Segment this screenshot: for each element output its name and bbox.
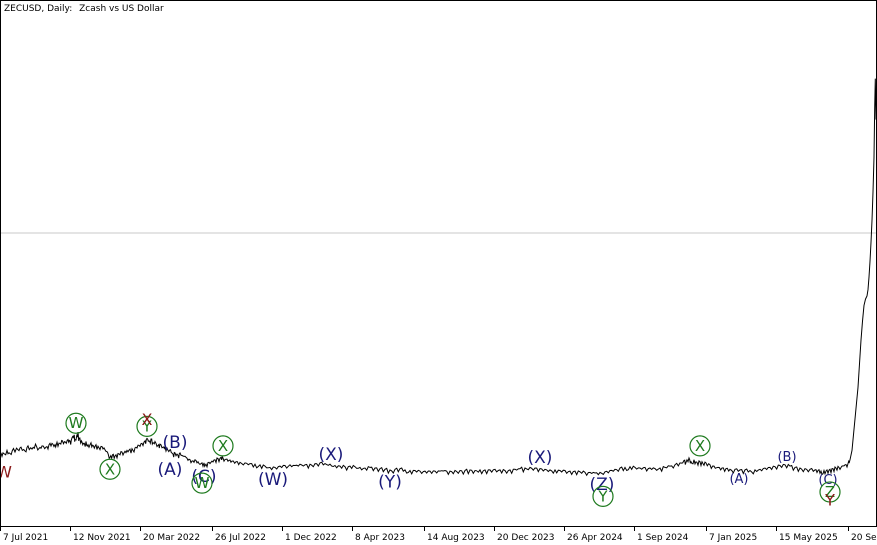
- wave-label-text: X: [142, 410, 153, 429]
- wave-circle: [136, 415, 158, 437]
- x-tick-label: 26 Apr 2024: [567, 533, 623, 543]
- wave-circle: [592, 485, 614, 507]
- wave-label-text: W: [195, 474, 210, 492]
- x-tick-label: 20 Dec 2023: [497, 533, 555, 543]
- wave-label-y: Y: [824, 491, 835, 510]
- wave-label-text: (B): [777, 450, 796, 465]
- wave-label-a: (A): [158, 460, 183, 480]
- x-tick-label: 1 Dec 2022: [285, 533, 337, 543]
- x-tick-label: 20 Sep: [851, 533, 877, 543]
- wave-label-w: W: [0, 462, 12, 481]
- wave-label-text: X: [105, 460, 115, 478]
- x-tick-label: 1 Sep 2024: [637, 533, 689, 543]
- wave-label-text: W: [69, 414, 84, 432]
- wave-label-x: (X): [528, 448, 553, 468]
- wave-label-x-circle: X: [99, 458, 121, 480]
- wave-label-text: (Y): [378, 473, 402, 493]
- wave-label-text: Y: [597, 487, 608, 505]
- wave-circle: [65, 412, 87, 434]
- x-tick-label: 7 Jul 2021: [3, 533, 48, 543]
- x-tick-label: 14 Aug 2023: [427, 533, 485, 543]
- wave-label-text: (B): [163, 433, 188, 453]
- x-tick-label: 12 Nov 2021: [73, 533, 131, 543]
- wave-label-text: Y: [824, 491, 835, 510]
- wave-label-x-circle: X: [212, 435, 234, 457]
- price-line: [0, 78, 877, 477]
- x-tick-label: 20 Mar 2022: [143, 533, 200, 543]
- wave-label-text: Z: [825, 483, 835, 501]
- price-series: [0, 78, 877, 477]
- x-tick-label: 15 May 2025: [779, 533, 838, 543]
- wave-circle: [819, 481, 841, 503]
- wave-label-w-circle: W: [65, 412, 87, 434]
- wave-label-w-circle: W: [191, 472, 213, 494]
- chart-title: ZECUSD, Daily: Zcash vs US Dollar: [4, 4, 164, 14]
- wave-label-text: W: [0, 462, 12, 481]
- wave-label-b: (B): [777, 450, 796, 465]
- x-axis: 7 Jul 2021 12 Nov 2021 20 Mar 2022 26 Jul 2…: [0, 527, 877, 543]
- wave-label-c: (C): [191, 467, 216, 487]
- wave-label-text: X: [695, 437, 705, 455]
- x-tick-label: 7 Jan 2025: [709, 533, 757, 543]
- wave-label-text: (A): [158, 460, 183, 480]
- wave-circle: [191, 472, 213, 494]
- x-tick-label: 26 Jul 2022: [215, 533, 266, 543]
- wave-label-z-circle: Z: [819, 481, 841, 503]
- wave-label-text: (X): [319, 445, 344, 465]
- wave-label-w: (W): [258, 470, 288, 490]
- wave-label-y-circle: Y: [592, 485, 614, 507]
- wave-label-text: (X): [528, 448, 553, 468]
- wave-circle: [212, 435, 234, 457]
- wave-label-x: (X): [319, 445, 344, 465]
- wave-label-a: (A): [729, 472, 748, 487]
- wave-label-b: (B): [163, 433, 188, 453]
- wave-label-y-circle: Y: [136, 415, 158, 437]
- wave-label-x-circle: X: [689, 435, 711, 457]
- wave-label-text: (A): [729, 472, 748, 487]
- timeframe-label: Daily:: [47, 4, 72, 14]
- wave-label-text: X: [218, 437, 228, 455]
- symbol-label: ZECUSD: [4, 4, 41, 14]
- wave-label-text: (W): [258, 470, 288, 490]
- wave-label-text: (C): [191, 467, 216, 487]
- x-tick-label: 8 Apr 2023: [355, 533, 405, 543]
- wave-circle: [99, 458, 121, 480]
- description-label: Zcash vs US Dollar: [79, 4, 164, 14]
- wave-circle: [689, 435, 711, 457]
- wave-label-text: Y: [141, 417, 152, 435]
- wave-label-y: (Y): [378, 473, 402, 493]
- wave-label-x: X: [142, 410, 153, 429]
